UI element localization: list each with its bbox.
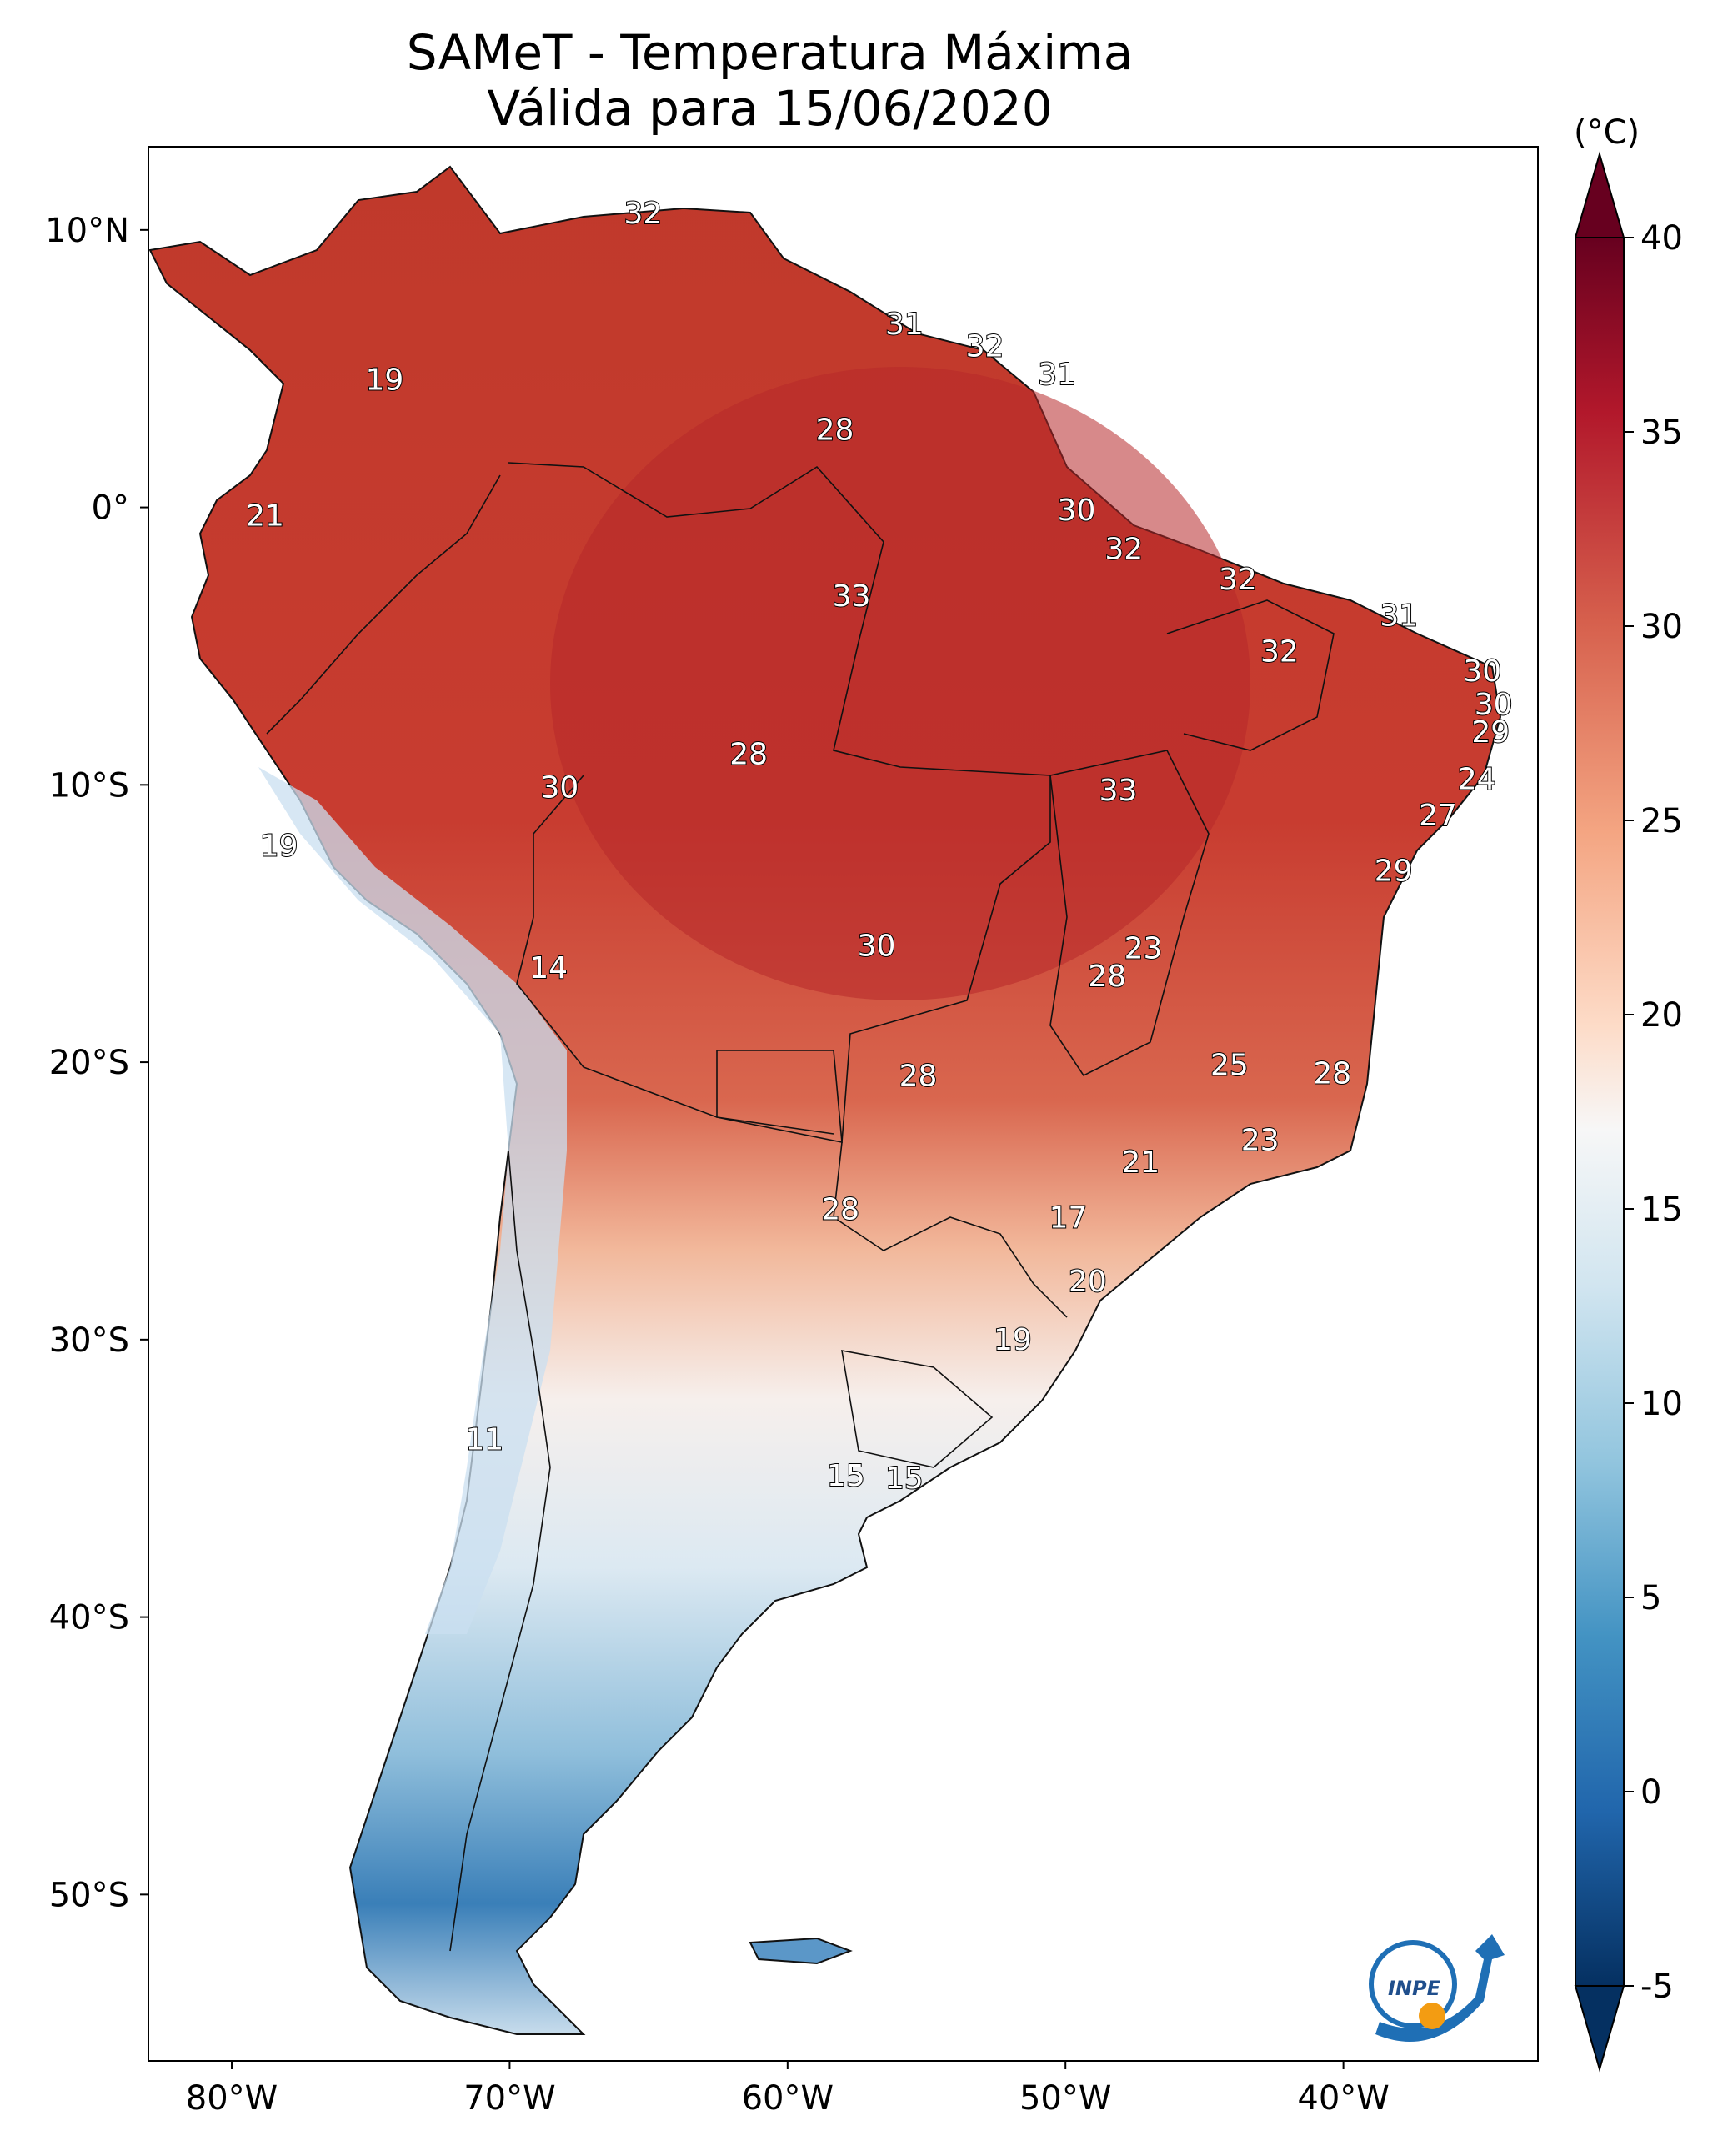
colorbar-tick-label: -5 <box>1640 1968 1674 2006</box>
colorbar-ticks: 40 35 30 25 20 15 10 5 0 -5 <box>1624 219 1683 2006</box>
temperature-label: 23 <box>1124 932 1163 966</box>
lat-tick-label: 10°S <box>49 766 129 805</box>
temperature-label: 28 <box>1313 1056 1351 1091</box>
colorbar-unit: (°C) <box>1574 113 1640 152</box>
temperature-label: 30 <box>1463 654 1501 689</box>
temperature-label: 33 <box>833 579 871 614</box>
temperature-label: 32 <box>1260 635 1299 669</box>
temperature-label: 32 <box>1104 532 1143 566</box>
temperature-label: 11 <box>466 1423 504 1457</box>
temperature-label: 29 <box>1471 715 1510 750</box>
temperature-label: 23 <box>1241 1123 1280 1157</box>
temperature-label: 14 <box>529 951 568 985</box>
lat-tick-label: 40°S <box>49 1599 129 1637</box>
title-line-2: Válida para 15/06/2020 <box>487 80 1053 137</box>
temperature-label: 30 <box>541 771 579 805</box>
colorbar-tick-label: 40 <box>1640 219 1683 258</box>
temperature-label: 32 <box>624 197 663 231</box>
colorbar-tick-label: 35 <box>1640 414 1683 452</box>
colorbar-tick-label: 30 <box>1640 608 1683 646</box>
axis-labels: 10°N 0° 10°S 20°S 30°S 40°S 50°S 80°W 70°W 60°W 50… <box>45 212 1390 2118</box>
colorbar-tick-label: 5 <box>1640 1579 1661 1617</box>
inpe-logo-text: INPE <box>1388 1977 1441 2000</box>
temperature-label: 29 <box>1375 854 1413 888</box>
temperature-label: 19 <box>260 830 298 864</box>
temperature-label: 30 <box>1475 688 1513 722</box>
lon-tick-label: 50°W <box>1019 2079 1111 2118</box>
colorbar-top-extend <box>1574 151 1625 238</box>
inpe-logo: INPE <box>1369 1934 1505 2042</box>
temperature-label: 19 <box>994 1323 1032 1357</box>
paraguay-border <box>716 1050 843 1143</box>
colorbar-tick-label: 20 <box>1640 996 1683 1035</box>
title-line-1: SAMeT - Temperatura Máxima <box>406 24 1134 81</box>
lon-tick-label: 40°W <box>1297 2079 1389 2118</box>
colorbar-bar <box>1575 237 1625 1987</box>
colorbar-tick-label: 10 <box>1640 1385 1683 1423</box>
temperature-label: 17 <box>1049 1201 1088 1235</box>
temperature-label: 20 <box>1069 1265 1107 1299</box>
temperature-label: 15 <box>827 1459 865 1493</box>
inpe-logo-orbit <box>1369 1940 1457 2028</box>
temperature-label: 28 <box>1088 960 1126 994</box>
temperature-label: 30 <box>858 929 896 963</box>
temperature-label: 28 <box>821 1192 859 1226</box>
temperature-label: 25 <box>1210 1048 1249 1082</box>
temperature-label: 24 <box>1458 763 1496 797</box>
lon-tick-label: 70°W <box>463 2079 555 2118</box>
brazil-state-borders-a <box>1049 750 1210 1077</box>
country-borders <box>266 462 1335 1952</box>
temperature-label: 19 <box>365 364 403 398</box>
lat-tick-label: 20°S <box>49 1044 129 1082</box>
land-field <box>148 165 1502 2035</box>
chile-argentina-border <box>449 1150 551 1952</box>
colorbar: (°C) 40 35 30 25 20 15 10 5 0 -5 <box>1574 113 1683 2073</box>
hot-core-region <box>550 367 1250 1000</box>
andes-cool-band <box>258 767 567 1634</box>
temperature-label: 31 <box>885 308 924 342</box>
lon-tick-label: 80°W <box>186 2079 278 2118</box>
uruguay-border <box>841 1350 994 1468</box>
inpe-logo-dot <box>1419 2003 1445 2029</box>
lat-tick-label: 0° <box>92 489 129 528</box>
falkland-islands <box>749 1937 853 1965</box>
temperature-label: 32 <box>1219 563 1257 597</box>
temperature-label: 32 <box>966 330 1004 364</box>
temperature-label: 28 <box>729 738 768 772</box>
temperature-label: 27 <box>1419 799 1457 833</box>
temperature-label: 21 <box>1121 1146 1160 1180</box>
colorbar-tick-label: 15 <box>1640 1191 1683 1229</box>
temperature-label: 33 <box>1099 774 1138 808</box>
temperature-label: 21 <box>246 499 284 534</box>
temperature-label: 28 <box>899 1060 938 1094</box>
brazil-state-borders-b <box>1166 599 1335 751</box>
colorbar-tick-label: 0 <box>1640 1773 1661 1812</box>
inpe-logo-arrow <box>1375 1934 1505 2042</box>
brazil-west-border <box>508 462 1068 1318</box>
temperature-label: 30 <box>1058 494 1096 528</box>
temperature-label: 31 <box>1380 599 1418 633</box>
lon-tick-label: 60°W <box>742 2079 834 2118</box>
colorbar-tick-label: 25 <box>1640 802 1683 840</box>
temperature-label: 31 <box>1038 358 1076 392</box>
temperature-label: 15 <box>885 1462 924 1496</box>
peru-colombia-border <box>266 474 501 735</box>
lat-tick-label: 10°N <box>45 212 129 250</box>
temperature-label: 28 <box>816 413 854 447</box>
lat-tick-label: 30°S <box>49 1321 129 1360</box>
lat-tick-label: 50°S <box>49 1876 129 1914</box>
colorbar-bottom-extend <box>1574 1985 1625 2073</box>
